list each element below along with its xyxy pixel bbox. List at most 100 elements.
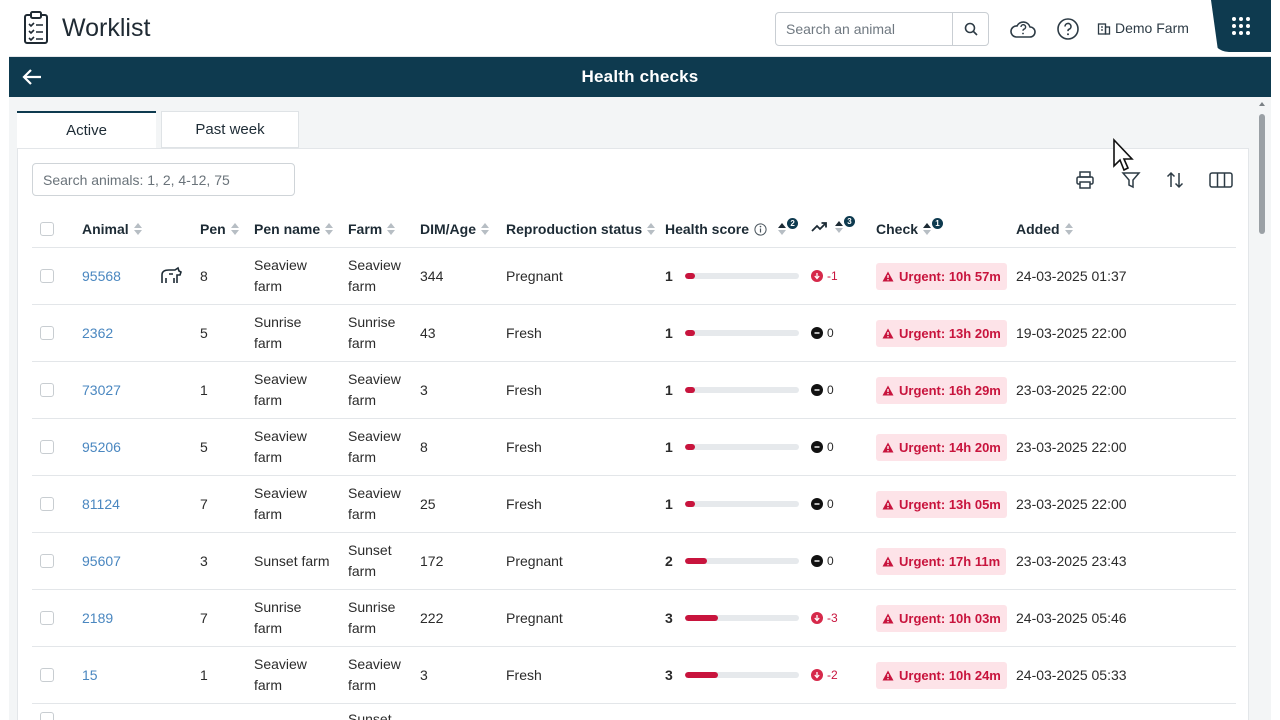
scrollbar-thumb[interactable] (1259, 114, 1265, 234)
farm-value: Sunrise (348, 314, 396, 330)
page-title: Health checks (581, 67, 699, 86)
health-score-bar (685, 558, 799, 564)
farm-value-line2: farm (348, 563, 376, 579)
urgent-badge[interactable]: Urgent: 13h 05m (876, 490, 1007, 518)
app-launcher-button[interactable] (1211, 0, 1271, 52)
col-added[interactable]: Added (1016, 221, 1073, 237)
animal-link[interactable]: 2189 (82, 609, 114, 626)
animal-link[interactable]: 15 (82, 666, 98, 683)
row-checkbox[interactable] (40, 326, 54, 340)
table-row[interactable]: 15 1 Seaview farm Seaview farm 3 Fresh 3 -2 Urgent… (32, 647, 1236, 704)
urgent-badge[interactable]: Urgent: 10h 57m (876, 262, 1007, 290)
worklist-panel: Animal Pen Pen name Farm DIM/Age Reprodu… (17, 148, 1249, 720)
trend-value: -2 (827, 667, 838, 682)
table-row[interactable]: 2362 5 Sunrise farm Sunrise farm 43 Fresh 1 0 Urge… (32, 305, 1236, 362)
row-checkbox[interactable] (40, 554, 54, 568)
trend-up-icon (811, 222, 827, 232)
col-farm[interactable]: Farm (348, 221, 396, 237)
sort-button[interactable] (1162, 167, 1188, 193)
reproduction-status-value: Fresh (506, 666, 542, 683)
table-row[interactable]: 81124 7 Seaview farm Seaview farm 25 Fresh 1 0 Urg… (32, 476, 1236, 533)
dim-age-value: 344 (420, 267, 444, 284)
row-checkbox[interactable] (40, 611, 54, 625)
scroll-up-arrow-icon[interactable] (1258, 100, 1266, 108)
row-checkbox[interactable] (40, 383, 54, 397)
col-dim-age[interactable]: DIM/Age (420, 221, 489, 237)
sort-order-badge: 2 (787, 217, 799, 229)
col-farm-label: Farm (348, 221, 383, 237)
urgent-badge[interactable]: Urgent: 10h 03m (876, 604, 1007, 632)
tab-active[interactable]: Active (17, 111, 156, 148)
app-title: Worklist (62, 14, 151, 42)
grid-dots-icon (1232, 17, 1250, 35)
animal-filter-input[interactable] (32, 163, 295, 196)
table-row[interactable]: 2189 7 Sunrise farm Sunrise farm 222 Pregnant 3 -… (32, 590, 1236, 647)
table-row[interactable]: 95568 8 Seaview farm Seaview farm 344 Pregnant 1… (32, 248, 1236, 305)
row-checkbox[interactable] (40, 668, 54, 682)
sort-icon (923, 223, 932, 235)
row-checkbox[interactable] (40, 440, 54, 454)
cloud-question-icon (1010, 21, 1036, 38)
sort-icon (133, 223, 142, 235)
animal-link[interactable]: 95607 (82, 552, 121, 569)
col-trend[interactable]: 3 (811, 215, 855, 233)
warning-triangle-icon (882, 499, 894, 509)
dim-age-value: 222 (420, 609, 444, 626)
health-score-bar-fill (685, 444, 696, 450)
back-arrow-icon[interactable] (21, 67, 43, 87)
info-icon[interactable] (754, 222, 767, 236)
clipboard-checklist-icon (24, 11, 48, 44)
col-animal[interactable]: Animal (82, 221, 142, 237)
filter-button[interactable] (1118, 167, 1144, 193)
urgent-text: Urgent: 13h 20m (899, 325, 1001, 341)
col-health-score[interactable]: Health score 2 (665, 217, 799, 237)
farm-value: Sunset (348, 710, 392, 720)
row-checkbox[interactable] (40, 497, 54, 511)
added-value: 24-03-2025 01:37 (1016, 267, 1127, 284)
table-row[interactable]: 73027 1 Seaview farm Seaview farm 3 Fresh 1 0 Urge… (32, 362, 1236, 419)
table-row[interactable]: 95206 5 Seaview farm Seaview farm 8 Fresh 1 0 Urge… (32, 419, 1236, 476)
urgent-badge[interactable]: Urgent: 14h 20m (876, 433, 1007, 461)
animal-link[interactable]: 2362 (82, 324, 114, 341)
reproduction-status-value: Fresh (506, 438, 542, 455)
col-added-label: Added (1016, 221, 1060, 237)
reproduction-status-value: Fresh (506, 381, 542, 398)
search-button[interactable] (952, 13, 988, 45)
animal-search-input[interactable] (776, 13, 952, 45)
columns-button[interactable] (1208, 167, 1234, 193)
table-row[interactable]: Sunset (32, 704, 1236, 720)
sort-icon (647, 223, 656, 235)
urgent-text: Urgent: 16h 29m (899, 382, 1001, 398)
col-pen[interactable]: Pen (200, 221, 239, 237)
pen-name-value-line2: farm (254, 335, 282, 351)
row-checkbox[interactable] (40, 712, 54, 720)
urgent-badge[interactable]: Urgent: 17h 11m (876, 547, 1007, 575)
col-check[interactable]: Check 1 (876, 217, 944, 237)
select-all-checkbox[interactable] (40, 222, 54, 236)
animal-link[interactable]: 95568 (82, 267, 121, 284)
pen-name-value: Seaview (254, 371, 307, 387)
farm-value-line2: farm (348, 506, 376, 522)
pen-value: 3 (200, 552, 208, 569)
urgent-badge[interactable]: Urgent: 13h 20m (876, 319, 1007, 347)
health-score-bar-fill (685, 273, 696, 279)
print-button[interactable] (1072, 167, 1098, 193)
health-score-bar-fill (685, 615, 719, 621)
col-reproduction-status[interactable]: Reproduction status (506, 221, 656, 237)
health-score-bar-fill (685, 387, 696, 393)
farm-selector[interactable]: Demo Farm (1097, 20, 1189, 36)
animal-link[interactable]: 73027 (82, 381, 121, 398)
cloud-help-button[interactable] (1009, 16, 1037, 42)
animal-link[interactable]: 95206 (82, 438, 121, 455)
urgent-badge[interactable]: Urgent: 16h 29m (876, 376, 1007, 404)
table-row[interactable]: 95607 3 Sunset farm Sunset farm 172 Pregnant 2 0… (32, 533, 1236, 590)
farm-value: Seaview (348, 428, 401, 444)
tab-past-week[interactable]: Past week (161, 111, 299, 148)
vertical-scrollbar[interactable] (1258, 112, 1266, 712)
animal-link[interactable]: 81124 (82, 495, 120, 512)
col-pen-name[interactable]: Pen name (254, 221, 334, 237)
help-button[interactable] (1054, 16, 1082, 42)
urgent-badge[interactable]: Urgent: 10h 24m (876, 661, 1007, 689)
health-score-bar (685, 330, 799, 336)
row-checkbox[interactable] (40, 269, 54, 283)
